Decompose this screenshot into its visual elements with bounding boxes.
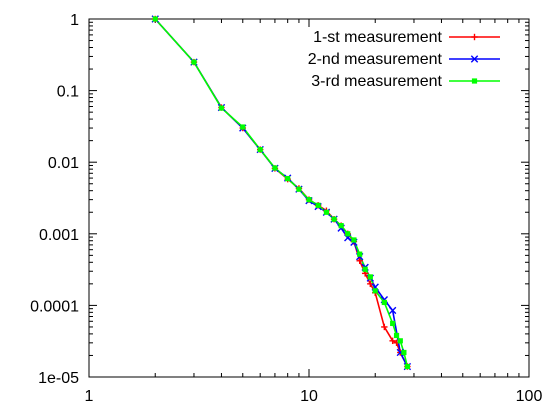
series-3-point <box>401 349 407 356</box>
series-3-point <box>338 223 344 229</box>
y-tick-label: 1e-05 <box>38 370 79 387</box>
series-3-point <box>315 202 321 208</box>
series-3-point <box>323 209 330 215</box>
series-2-point <box>388 306 397 315</box>
series-1-point <box>389 337 396 345</box>
legend-marker-1 <box>471 33 478 41</box>
x-tick-label: 100 <box>516 388 543 405</box>
series-3-point <box>393 332 400 339</box>
series-3-point <box>372 288 378 294</box>
series-3-point <box>351 237 357 243</box>
series-1-point <box>356 257 363 264</box>
y-tick-label: 0.1 <box>57 84 79 101</box>
axis-ticks <box>88 19 529 378</box>
series-3-point <box>381 299 387 306</box>
series-line-1 <box>154 18 409 367</box>
series-lines <box>154 18 409 367</box>
legend-marker-2 <box>470 55 479 63</box>
tick-labels: 1 10 100 1 0.1 0.01 0.001 0.0001 1e-05 <box>30 12 542 405</box>
legend-marker-3 <box>471 78 478 84</box>
y-tick-label: 0.01 <box>48 155 79 172</box>
x-tick-label: 10 <box>300 388 318 405</box>
series-3-point <box>331 216 337 222</box>
series-3-point <box>240 124 246 130</box>
series-3-point <box>296 186 302 192</box>
series-3-point <box>404 363 410 370</box>
series-3-point <box>191 59 197 65</box>
series-3-point <box>390 320 396 327</box>
series-3-point <box>218 105 225 111</box>
series-3-point <box>272 165 278 171</box>
series-1-point <box>381 323 388 331</box>
series-3-point <box>285 176 291 182</box>
series-3-point <box>152 16 158 22</box>
legend: 1-st measurement 2-nd measurement 3-rd mea… <box>308 29 500 90</box>
series-3-point <box>345 231 351 237</box>
series-markers <box>151 15 412 371</box>
series-3-point <box>357 251 363 257</box>
y-tick-label: 1 <box>70 12 79 29</box>
legend-label-2: 2-nd measurement <box>308 51 443 68</box>
series-3-point <box>257 146 263 153</box>
series-3-point <box>367 274 373 280</box>
series-3-point <box>362 266 368 272</box>
legend-label-1: 1-st measurement <box>313 29 442 46</box>
series-3-point <box>397 338 403 344</box>
series-line-3 <box>154 18 409 367</box>
series-line-2 <box>154 18 409 367</box>
series-3-point <box>306 197 312 203</box>
legend-label-3: 3-rd measurement <box>311 73 442 90</box>
x-tick-label: 1 <box>85 388 94 405</box>
y-tick-label: 0.0001 <box>30 298 79 315</box>
y-tick-label: 0.001 <box>39 227 79 244</box>
